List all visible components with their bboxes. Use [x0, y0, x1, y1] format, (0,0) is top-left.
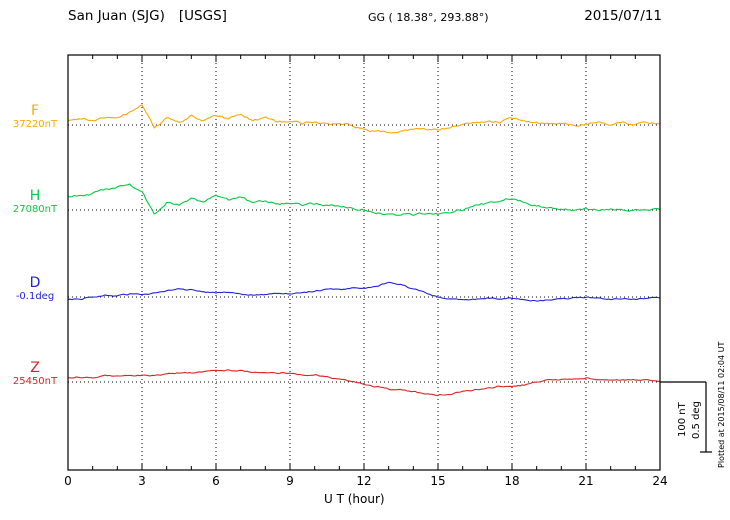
plot-date: 2015/07/11: [584, 8, 662, 24]
trace-label-Z: Z 25450nT: [4, 360, 66, 388]
plotted-at-stamp: Plotted at 2015/08/11 02:04 UT: [717, 341, 726, 468]
trace-Z: [67, 369, 660, 396]
trace-baseline-F: 37220nT: [12, 119, 58, 131]
page-title: San Juan (SJG) [USGS]: [68, 8, 227, 24]
trace-label-F: F 37220nT: [4, 103, 66, 131]
trace-H: [67, 183, 661, 217]
trace-baseline-D: -0.1deg: [15, 291, 55, 303]
x-tick-label-0: 0: [64, 474, 72, 488]
x-tick-label-6: 6: [212, 474, 220, 488]
agency-label: [USGS]: [178, 8, 227, 24]
trace-label-H: H 27080nT: [4, 188, 66, 216]
grid-lines: [67, 55, 661, 470]
trace-letter-F: F: [30, 103, 40, 119]
x-tick-label-24: 24: [652, 474, 668, 488]
trace-curves: [67, 104, 661, 396]
x-axis-label: U T (hour): [324, 492, 385, 506]
trace-F: [67, 104, 661, 134]
trace-baseline-Z: 25450nT: [12, 376, 58, 388]
trace-letter-H: H: [29, 188, 41, 204]
trace-letter-D: D: [29, 275, 41, 291]
trace-letter-Z: Z: [30, 360, 40, 376]
trace-D: [67, 281, 661, 302]
trace-label-D: D -0.1deg: [4, 275, 66, 303]
scale-bar: [660, 381, 712, 453]
trace-baseline-H: 27080nT: [12, 204, 58, 216]
x-tick-label-15: 15: [430, 474, 446, 488]
x-tick-label-9: 9: [286, 474, 294, 488]
x-tick-label-21: 21: [578, 474, 594, 488]
x-tick-label-12: 12: [356, 474, 372, 488]
x-tick-label-3: 3: [138, 474, 146, 488]
scale-label-deg: 0.5 deg: [691, 401, 702, 439]
station-name: San Juan (SJG): [68, 8, 165, 24]
scale-label-nt: 100 nT: [677, 402, 688, 437]
geographic-coords: GG ( 18.38°, 293.88°): [368, 11, 489, 24]
plot-frame: [67, 54, 661, 471]
x-tick-label-18: 18: [504, 474, 520, 488]
